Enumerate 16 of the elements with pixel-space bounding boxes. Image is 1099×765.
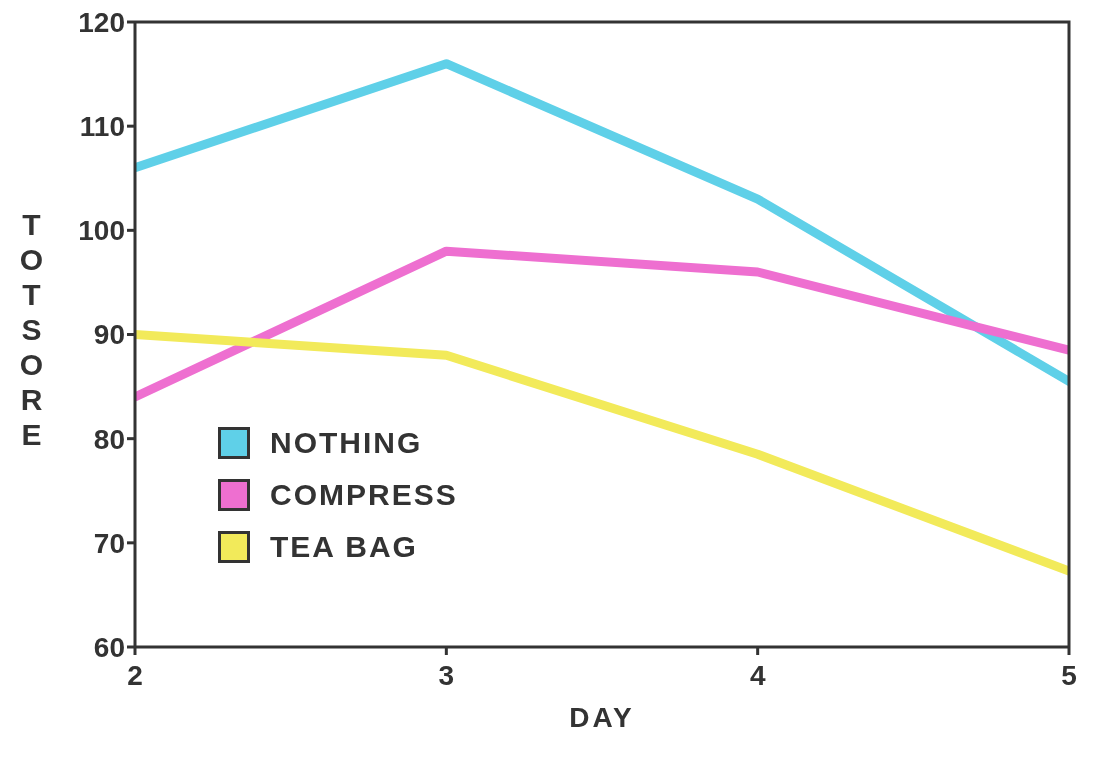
x-tick-label: 2: [127, 659, 143, 691]
x-tick-label: 4: [749, 659, 766, 691]
y-tick-label: 80: [93, 423, 125, 455]
legend-label: NOTHING: [270, 426, 423, 460]
y-tick-label: 70: [93, 527, 125, 559]
x-tick-label: 3: [438, 659, 455, 691]
y-tick-label: 100: [78, 215, 125, 247]
y-tick-label: 110: [79, 111, 125, 143]
x-tick-label: 5: [1061, 659, 1077, 691]
legend-label: COMPRESS: [270, 478, 458, 512]
x-axis-title: DAY: [569, 702, 635, 733]
y-tick-label: 90: [93, 319, 125, 351]
y-axis-title: TOTSORE: [14, 208, 48, 453]
legend-label: TEA BAG: [270, 530, 418, 564]
y-tick-label: 120: [78, 6, 125, 38]
y-tick-label: 60: [93, 631, 125, 663]
